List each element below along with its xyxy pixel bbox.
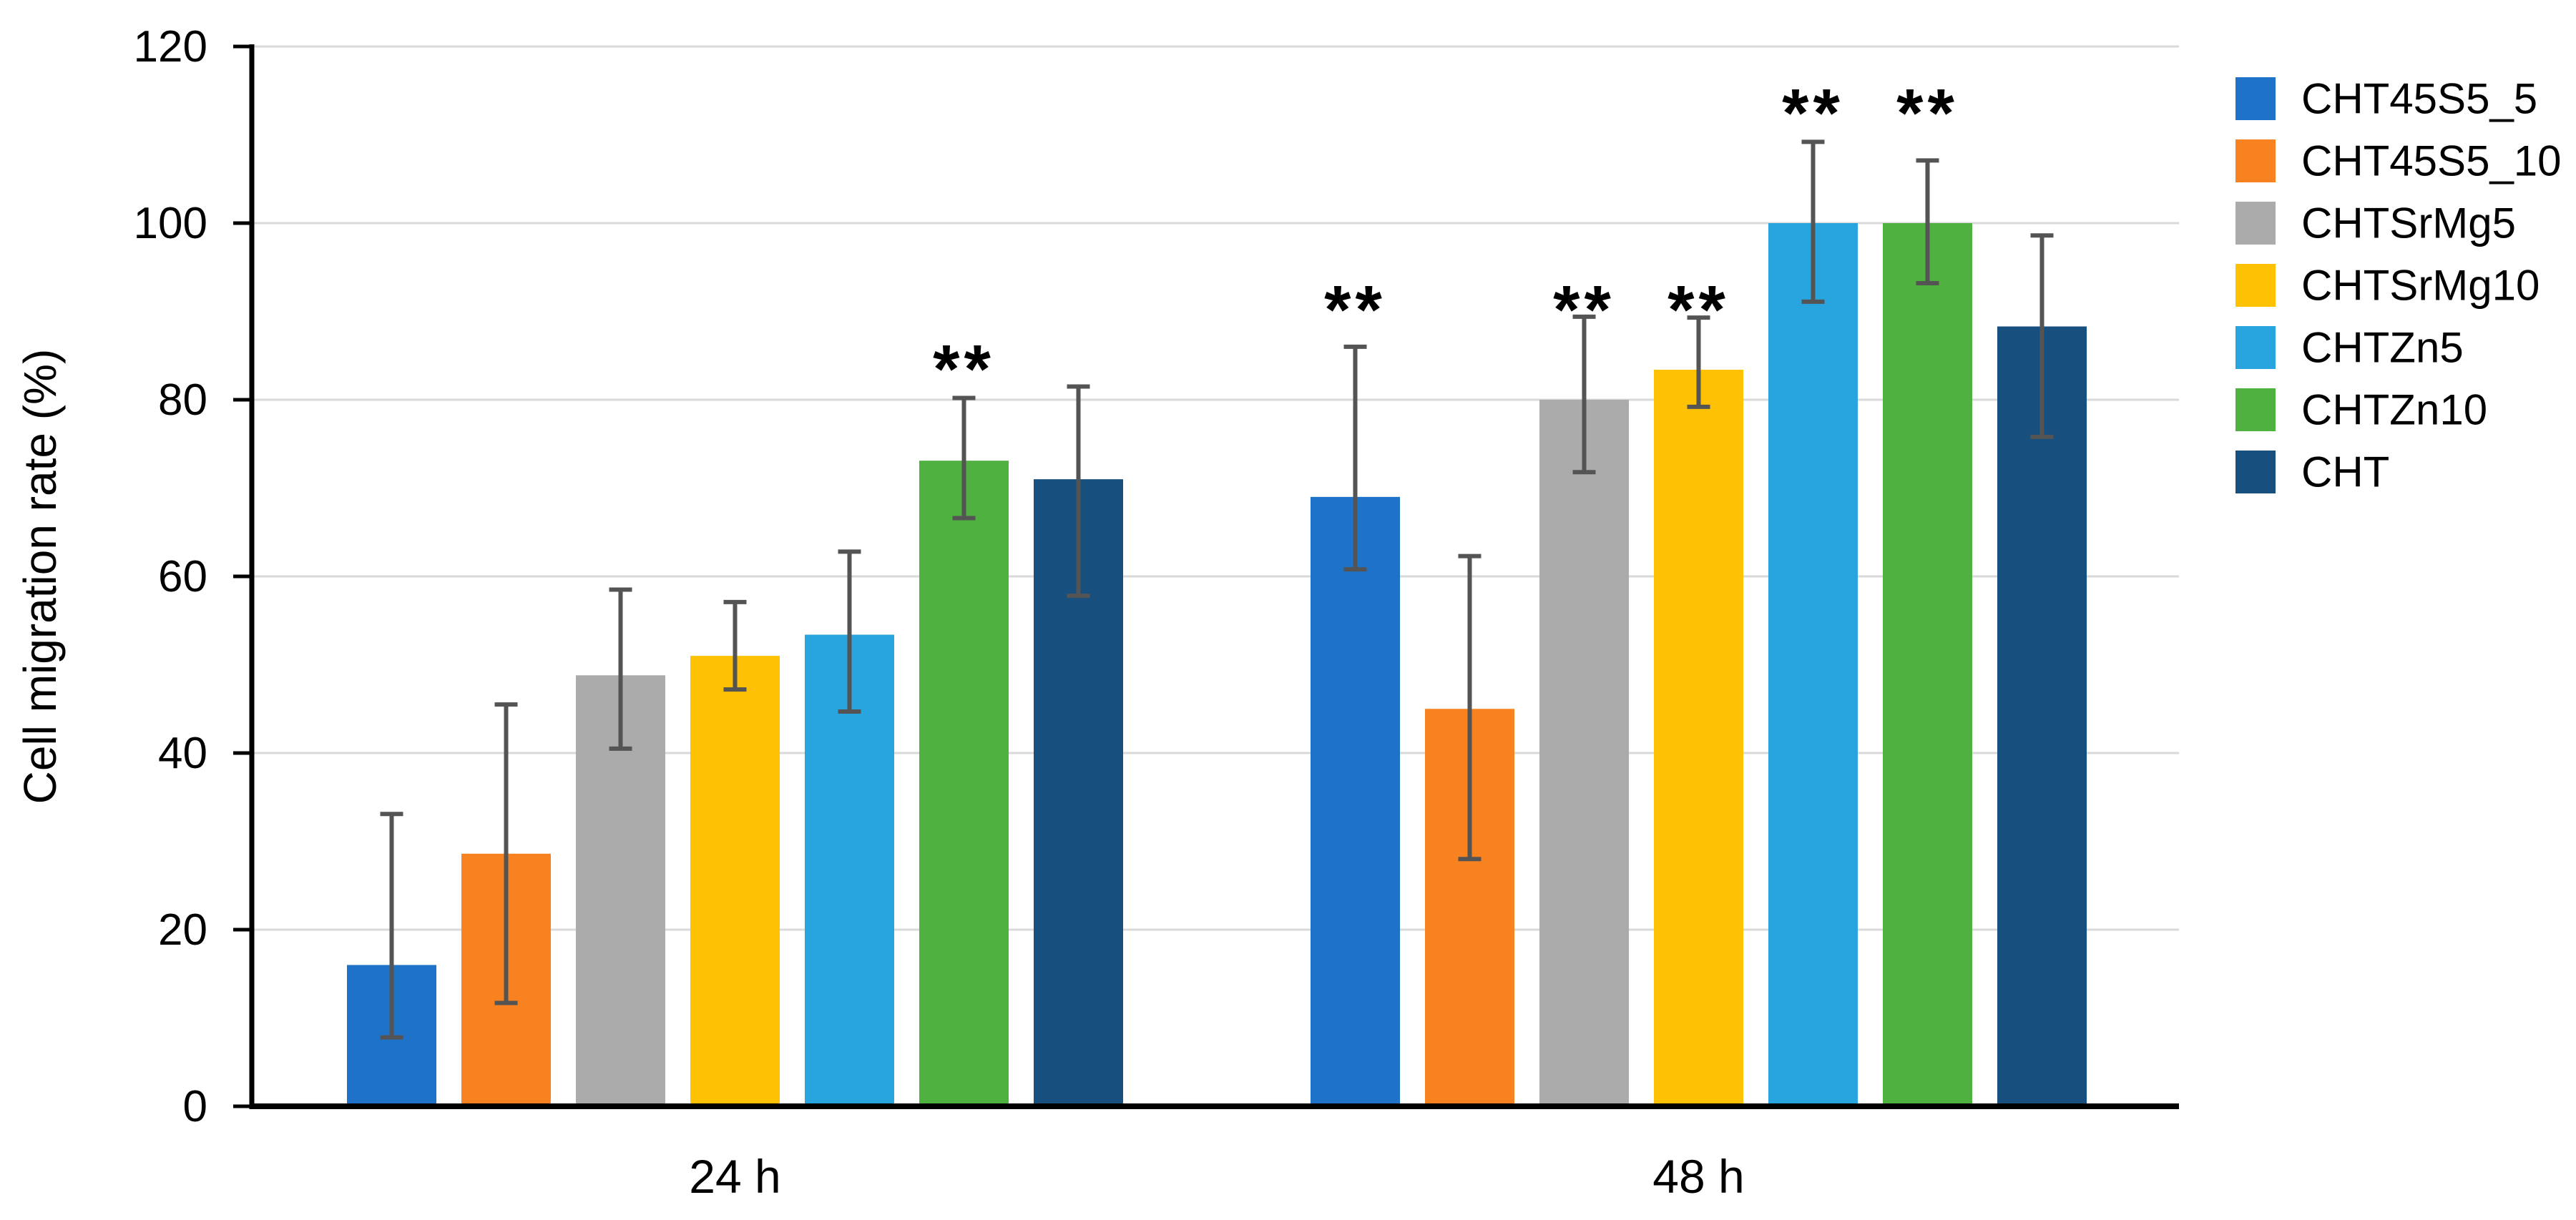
- legend-swatch: [2235, 77, 2276, 120]
- legend-swatch: [2235, 264, 2276, 307]
- y-tick-label: 100: [134, 199, 207, 248]
- y-tick-label: 120: [134, 22, 207, 72]
- legend-label: CHT45S5_5: [2301, 74, 2537, 122]
- y-tick-label: 0: [183, 1082, 207, 1131]
- legend-label: CHT45S5_10: [2301, 137, 2562, 185]
- bar: [1768, 223, 1858, 1106]
- y-tick-label: 20: [158, 905, 207, 955]
- legend-label: CHTZn10: [2301, 385, 2487, 433]
- y-tick-label: 80: [158, 375, 207, 425]
- significance-stars: **: [1324, 272, 1386, 348]
- y-axis-title: Cell migration rate (%): [14, 349, 66, 805]
- bar: [919, 461, 1009, 1106]
- legend-label: CHT: [2301, 448, 2389, 496]
- bar: [690, 656, 780, 1106]
- legend-label: CHTSrMg10: [2301, 261, 2540, 309]
- category-label: 48 h: [1652, 1150, 1744, 1203]
- significance-stars: **: [1553, 272, 1615, 348]
- bar: [1654, 370, 1743, 1106]
- significance-stars: **: [1782, 75, 1844, 152]
- legend-swatch: [2235, 326, 2276, 369]
- category-label: 24 h: [689, 1150, 780, 1203]
- significance-stars: **: [1667, 272, 1730, 348]
- legend-swatch: [2235, 388, 2276, 431]
- bar: [1883, 223, 1972, 1106]
- legend-swatch: [2235, 202, 2276, 245]
- legend-swatch: [2235, 451, 2276, 493]
- bar: [1997, 326, 2087, 1106]
- bar: [1539, 400, 1629, 1106]
- bar: [1311, 496, 1400, 1106]
- y-tick-label: 40: [158, 729, 207, 778]
- y-tick-label: 60: [158, 552, 207, 601]
- legend-label: CHTSrMg5: [2301, 199, 2516, 247]
- legend-label: CHTZn5: [2301, 323, 2464, 371]
- significance-stars: **: [933, 331, 995, 408]
- significance-stars: **: [1896, 75, 1959, 152]
- legend-swatch: [2235, 139, 2276, 182]
